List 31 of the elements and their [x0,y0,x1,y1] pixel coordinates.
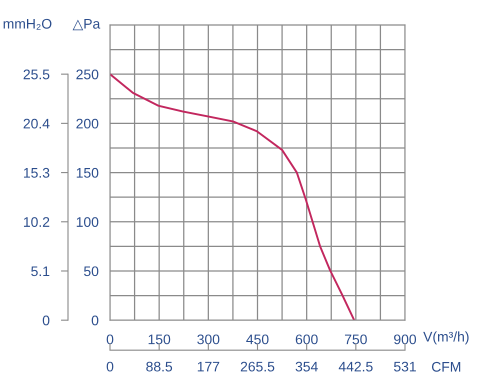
y2-tick-label: 15.3 [24,168,50,178]
x-tick-label: 450 [246,334,269,344]
y-tick-label: 250 [76,70,98,80]
x2-tick-label: 177 [198,362,220,372]
x-tick-label: 750 [344,334,367,344]
x-tick-label: 300 [197,334,220,344]
x-tick-label: 600 [296,334,318,344]
x2-tick-label: 531 [394,362,416,372]
y-tick-label: 200 [76,118,98,129]
x2-tick-label: 265.5 [240,362,274,372]
y-axis-title: △Pa [72,18,100,30]
x2-tick-label: 88.5 [146,362,172,372]
x-axis-title: V(m³/h) [423,331,469,344]
y2-tick-label: 10.2 [24,217,50,227]
x-tick-label: 0 [106,334,114,344]
line-series [110,73,356,320]
y-tick-label: 100 [76,217,98,227]
x-tick-label: 150 [148,334,170,344]
y2-tick-label: 25.5 [24,70,50,80]
y-tick-label: 50 [84,266,98,276]
y2-tick-label: 5.1 [31,266,50,276]
y2-axis-title: mmH₂O [4,18,52,30]
y-tick-label: 150 [76,168,98,178]
y2-tick-label: 0 [42,316,50,326]
x2-tick-label: 0 [106,362,114,372]
y-tick-label: 0 [92,316,98,326]
x-tick-label: 900 [394,334,416,344]
x2-tick-label: 442.5 [338,362,373,372]
x2-axis-title: CFM [432,362,460,372]
y2-tick-label: 20.4 [24,118,50,129]
x2-tick-label: 354 [296,362,318,372]
